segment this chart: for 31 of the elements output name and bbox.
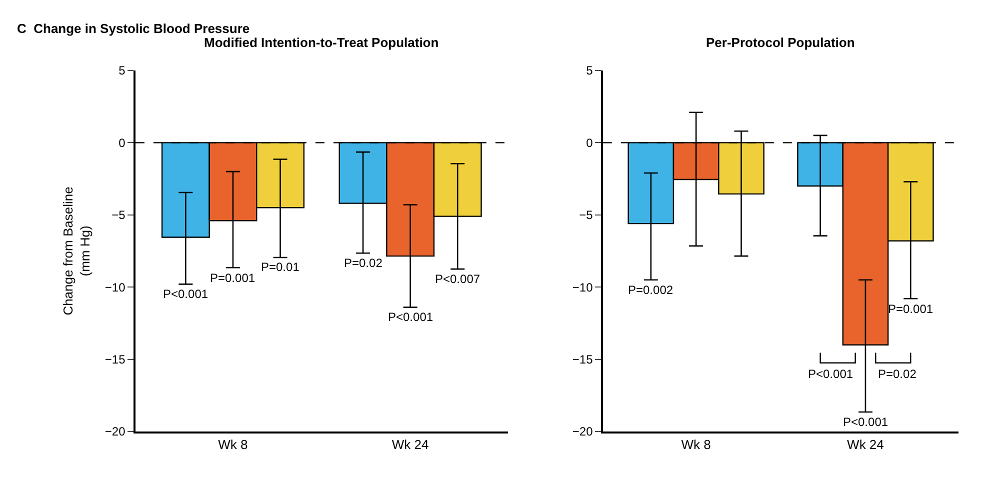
annotation: P<0.001 (163, 287, 208, 301)
chart-title: Modified Intention-to-Treat Population (204, 35, 439, 50)
y-tick-label: −15 (104, 352, 126, 366)
text: C Change in Systolic Blood Pressure (17, 21, 250, 36)
annotation: P=0.02 (344, 256, 383, 270)
y-tick-label: 0 (586, 136, 594, 150)
annotation: P<0.007 (435, 272, 480, 286)
annotation: P=0.01 (261, 260, 300, 274)
y-tick-label: 0 (118, 136, 126, 150)
x-tick-label: Wk 24 (847, 436, 884, 452)
annotation: P=0.02 (878, 367, 917, 381)
annotation: P=0.001 (888, 302, 934, 316)
x-tick-label: Wk 24 (392, 436, 429, 452)
y-tick-label: −10 (572, 280, 594, 294)
chart-title: Per-Protocol Population (706, 35, 855, 50)
annotation: P=0.002 (628, 283, 674, 297)
annotation: P<0.001 (843, 415, 888, 429)
x-tick-label: Wk 8 (218, 436, 248, 452)
y-tick-label: −20 (104, 424, 126, 439)
y-axis-title: Change from Baseline (mm Hg) (60, 186, 92, 316)
y-tick-label: −10 (104, 280, 126, 294)
y-tick-label: 5 (586, 64, 594, 78)
y-tick-label: −15 (572, 352, 594, 366)
annotation: P=0.001 (210, 271, 256, 285)
y-tick-label: −5 (112, 208, 126, 222)
y-tick-label: 5 (118, 64, 126, 78)
y-tick-label: −20 (572, 424, 594, 439)
annotation: P<0.001 (388, 310, 434, 324)
x-tick-label: Wk 8 (681, 436, 711, 452)
annotation: P<0.001 (808, 367, 854, 381)
y-tick-label: −5 (579, 208, 594, 222)
